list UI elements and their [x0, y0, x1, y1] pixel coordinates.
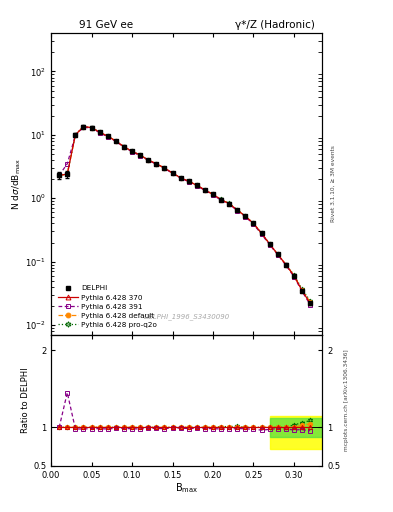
- Y-axis label: Ratio to DELPHI: Ratio to DELPHI: [21, 368, 30, 433]
- Text: γ*/Z (Hadronic): γ*/Z (Hadronic): [235, 19, 314, 30]
- X-axis label: B$_{\rm max}$: B$_{\rm max}$: [175, 481, 198, 495]
- Text: 91 GeV ee: 91 GeV ee: [79, 19, 133, 30]
- Text: DELPHI_1996_S3430090: DELPHI_1996_S3430090: [143, 313, 230, 320]
- Y-axis label: N d$\sigma$/dB$_{\rm max}$: N d$\sigma$/dB$_{\rm max}$: [10, 158, 23, 210]
- Legend: DELPHI, Pythia 6.428 370, Pythia 6.428 391, Pythia 6.428 default, Pythia 6.428 p: DELPHI, Pythia 6.428 370, Pythia 6.428 3…: [55, 282, 160, 331]
- Y-axis label: mcplots.cern.ch [arXiv:1306.3436]: mcplots.cern.ch [arXiv:1306.3436]: [344, 350, 349, 451]
- Bar: [270, 418, 322, 437]
- Bar: [270, 416, 322, 449]
- Y-axis label: Rivet 3.1.10, ≥ 3M events: Rivet 3.1.10, ≥ 3M events: [331, 145, 336, 223]
